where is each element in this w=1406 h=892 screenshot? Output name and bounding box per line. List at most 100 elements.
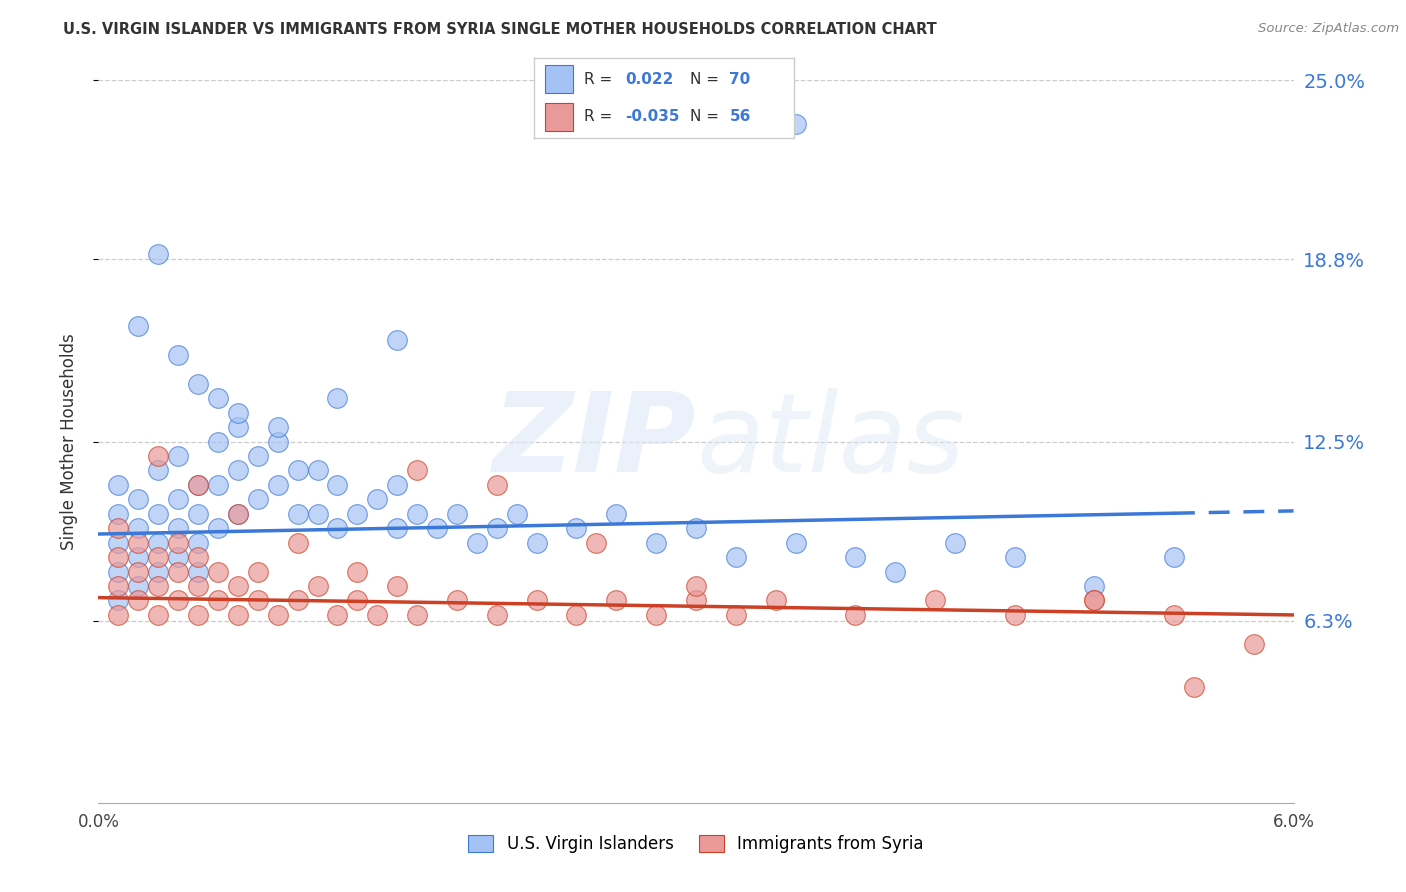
Point <box>207 593 229 607</box>
Text: 56: 56 <box>730 110 751 125</box>
Point <box>307 507 329 521</box>
Text: atlas: atlas <box>696 388 965 495</box>
Point <box>565 521 588 535</box>
Point <box>167 492 190 507</box>
Point <box>346 593 368 607</box>
Point <box>148 463 170 477</box>
Point <box>107 478 129 492</box>
Point <box>226 420 249 434</box>
Point <box>1083 593 1105 607</box>
Point <box>127 318 149 333</box>
Point <box>167 449 190 463</box>
Point <box>307 579 329 593</box>
Point <box>844 607 866 622</box>
Point <box>585 535 607 549</box>
Point <box>765 593 787 607</box>
Point <box>167 550 190 565</box>
Text: ZIP: ZIP <box>492 388 696 495</box>
Point <box>385 521 409 535</box>
Point <box>406 507 429 521</box>
Bar <box>544 103 574 131</box>
Bar <box>544 65 574 94</box>
Point <box>187 550 209 565</box>
Point <box>685 593 707 607</box>
Point <box>406 463 429 477</box>
Point <box>107 507 129 521</box>
Point <box>207 478 229 492</box>
Point <box>485 607 508 622</box>
Point <box>346 565 368 579</box>
Point <box>1004 607 1026 622</box>
Point <box>167 521 190 535</box>
Point <box>1083 593 1105 607</box>
Point <box>167 535 190 549</box>
Point <box>127 579 149 593</box>
Point <box>506 507 529 521</box>
Point <box>1163 550 1185 565</box>
Point <box>446 593 468 607</box>
Point <box>406 607 429 622</box>
Point <box>187 565 209 579</box>
Point <box>148 246 170 260</box>
Point <box>107 565 129 579</box>
Point <box>246 593 269 607</box>
Point <box>226 507 249 521</box>
Point <box>187 535 209 549</box>
Point <box>127 492 149 507</box>
Point <box>645 607 668 622</box>
Point <box>366 607 388 622</box>
Point <box>148 607 170 622</box>
Point <box>526 593 548 607</box>
Point <box>366 492 388 507</box>
Point <box>924 593 946 607</box>
Point <box>326 391 349 405</box>
Point <box>326 607 349 622</box>
Point <box>724 550 747 565</box>
Point <box>267 420 290 434</box>
Text: 70: 70 <box>730 71 751 87</box>
Point <box>1163 607 1185 622</box>
Point <box>326 521 349 535</box>
Point <box>187 478 209 492</box>
Point <box>1182 680 1205 694</box>
Point <box>287 593 309 607</box>
Point <box>943 535 966 549</box>
Point <box>685 521 707 535</box>
Point <box>844 550 866 565</box>
Point <box>148 579 170 593</box>
Point <box>287 463 309 477</box>
Point <box>187 607 209 622</box>
Point <box>465 535 488 549</box>
Point <box>107 550 129 565</box>
Point <box>267 434 290 449</box>
Text: -0.035: -0.035 <box>626 110 681 125</box>
Point <box>1083 579 1105 593</box>
Text: 0.022: 0.022 <box>626 71 673 87</box>
Point <box>226 579 249 593</box>
Point <box>485 478 508 492</box>
Point <box>385 478 409 492</box>
Text: R =: R = <box>583 110 612 125</box>
Point <box>187 478 209 492</box>
Text: N =: N = <box>690 110 720 125</box>
Point <box>107 607 129 622</box>
Point <box>226 507 249 521</box>
Point <box>207 434 229 449</box>
Text: N =: N = <box>690 71 720 87</box>
Point <box>1243 637 1265 651</box>
Point <box>287 507 309 521</box>
Point <box>127 550 149 565</box>
Point <box>287 535 309 549</box>
Point <box>385 579 409 593</box>
Point <box>107 593 129 607</box>
Point <box>226 607 249 622</box>
Point <box>446 507 468 521</box>
Point <box>226 406 249 420</box>
Point <box>785 117 807 131</box>
Point <box>127 565 149 579</box>
Point <box>1004 550 1026 565</box>
Point <box>246 492 269 507</box>
Point <box>267 478 290 492</box>
Point <box>148 449 170 463</box>
Point <box>187 579 209 593</box>
